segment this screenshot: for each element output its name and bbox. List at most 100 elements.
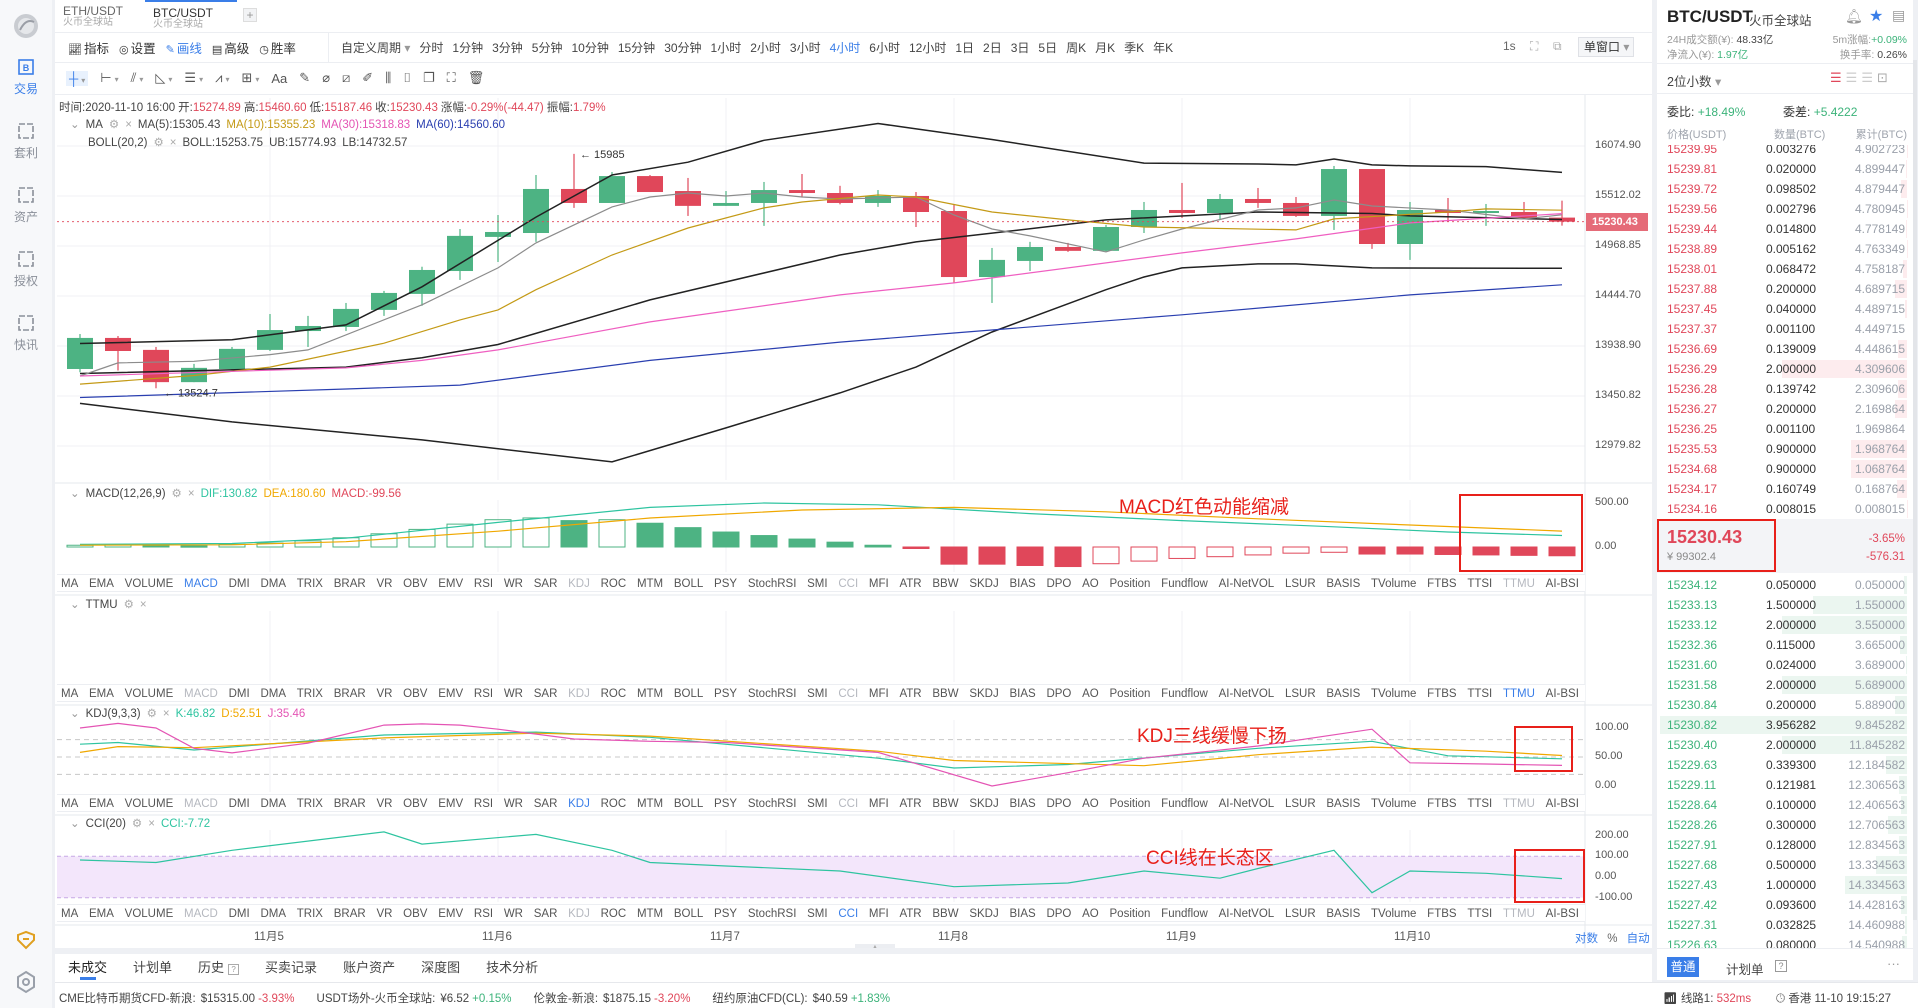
- indicator-option[interactable]: WR: [503, 798, 523, 810]
- book-view-toggles[interactable]: ☰☰☰⊡: [1830, 70, 1892, 86]
- indicator-option[interactable]: MA: [61, 688, 79, 700]
- indicator-option[interactable]: BBW: [932, 578, 959, 590]
- indicator-settings-icon[interactable]: ⚙: [146, 708, 157, 720]
- indicator-option[interactable]: OBV: [403, 578, 428, 590]
- indicator-option[interactable]: BASIS: [1326, 578, 1361, 590]
- indicator-option[interactable]: BASIS: [1326, 908, 1361, 920]
- period-1[interactable]: 1分钟: [452, 41, 484, 55]
- indicator-option[interactable]: MTM: [636, 908, 664, 920]
- sidebar-item-arbitrage[interactable]: 套利: [0, 122, 52, 161]
- period-7[interactable]: 1小时: [710, 41, 742, 55]
- ask-row[interactable]: 15236.69 0.139009 4.448615: [1657, 339, 1913, 359]
- collapse-chevron-icon[interactable]: ⌄: [70, 818, 80, 830]
- indicator-option[interactable]: FTBS: [1427, 908, 1457, 920]
- bid-row[interactable]: 15229.63 0.339300 12.184582: [1657, 755, 1913, 775]
- vip-diamond-icon[interactable]: [15, 930, 37, 950]
- indicator-option[interactable]: Fundflow: [1161, 908, 1208, 920]
- period-18[interactable]: 月K: [1095, 41, 1116, 55]
- collapse-chevron-icon[interactable]: ⌄: [70, 599, 80, 611]
- indicator-option[interactable]: BASIS: [1326, 798, 1361, 810]
- indicator-option[interactable]: DPO: [1046, 688, 1072, 700]
- indicator-option[interactable]: EMA: [89, 688, 114, 700]
- screenshot-icon[interactable]: ⛶: [446, 70, 456, 85]
- period-13[interactable]: 1日: [955, 41, 975, 55]
- ask-row[interactable]: 15239.44 0.014800 4.778149: [1657, 219, 1913, 239]
- triangle-ruler-icon[interactable]: ◺ ▾: [155, 70, 173, 85]
- ask-row[interactable]: 15239.56 0.002796 4.780945: [1657, 199, 1913, 219]
- indicator-option[interactable]: RSI: [473, 578, 494, 590]
- indicator-option[interactable]: TRIX: [296, 578, 323, 590]
- indicator-option[interactable]: EMA: [89, 578, 114, 590]
- custom-period-dropdown[interactable]: 自定义周期 ▾: [341, 41, 411, 55]
- indicator-option[interactable]: PSY: [714, 798, 738, 810]
- indicator-option[interactable]: AO: [1082, 688, 1099, 700]
- sidebar-item-trade[interactable]: B 交易: [0, 58, 52, 97]
- bottom-tab-0[interactable]: 未成交: [68, 960, 108, 975]
- indicator-option[interactable]: CCI: [838, 798, 859, 810]
- indicator-option[interactable]: TVolume: [1371, 688, 1417, 700]
- tool-advanced[interactable]: ▤ 高级: [211, 42, 250, 56]
- indicator-option[interactable]: RSI: [473, 688, 494, 700]
- indicator-option[interactable]: DMA: [260, 578, 287, 590]
- indicator-option[interactable]: VR: [376, 688, 393, 700]
- indicator-option[interactable]: ROC: [600, 688, 627, 700]
- auto-scale-toggle[interactable]: 自动: [1626, 933, 1650, 945]
- indicator-option[interactable]: BOLL: [673, 688, 704, 700]
- percent-toggle[interactable]: %: [1607, 933, 1618, 945]
- order-type-plan[interactable]: 计划单: [1726, 963, 1764, 977]
- log-scale-toggle[interactable]: 对数: [1575, 933, 1598, 945]
- indicator-settings-icon[interactable]: ⚙: [108, 119, 120, 131]
- indicator-option[interactable]: ROC: [600, 908, 627, 920]
- indicator-option[interactable]: VOLUME: [124, 688, 174, 700]
- indicator-option[interactable]: MA: [61, 798, 79, 810]
- indicator-option[interactable]: BRAR: [333, 908, 366, 920]
- indicator-close-icon[interactable]: ×: [187, 488, 195, 500]
- indicator-option[interactable]: MA: [61, 908, 79, 920]
- tool-indicator[interactable]: 📈︎ 指标: [68, 42, 109, 56]
- ask-row[interactable]: 15237.37 0.001100 4.449715: [1657, 319, 1913, 339]
- indicator-option[interactable]: SMI: [807, 578, 828, 590]
- horizontal-ray-icon[interactable]: ⊢ ▾: [100, 70, 119, 85]
- indicator-option[interactable]: BBW: [932, 798, 959, 810]
- indicator-option[interactable]: Position: [1109, 688, 1151, 700]
- period-5[interactable]: 15分钟: [617, 41, 656, 55]
- indicator-option[interactable]: AO: [1082, 798, 1099, 810]
- period-17[interactable]: 周K: [1066, 41, 1087, 55]
- pen-icon[interactable]: ✐: [362, 70, 374, 85]
- collapse-chevron-icon[interactable]: ⌄: [70, 488, 80, 500]
- indicator-option[interactable]: VOLUME: [124, 798, 174, 810]
- ask-row[interactable]: 15239.72 0.098502 4.879447: [1657, 179, 1913, 199]
- indicator-option[interactable]: TTSI: [1467, 908, 1493, 920]
- sidebar-item-assets[interactable]: 资产: [0, 186, 52, 225]
- indicator-option[interactable]: LSUR: [1284, 578, 1316, 590]
- bid-row[interactable]: 15231.58 2.000000 5.689000: [1657, 675, 1913, 695]
- bid-row[interactable]: 15231.60 0.024000 3.689000: [1657, 655, 1913, 675]
- period-20[interactable]: 年K: [1153, 41, 1174, 55]
- decimals-dropdown[interactable]: 2位小数 ▾: [1667, 75, 1722, 89]
- indicator-option[interactable]: KDJ: [568, 798, 590, 810]
- ask-row[interactable]: 15238.01 0.068472 4.758187: [1657, 259, 1913, 279]
- indicator-option[interactable]: CCI: [838, 578, 859, 590]
- window-mode-dropdown[interactable]: 单窗口 ▾: [1578, 37, 1634, 57]
- indicator-option[interactable]: CCI: [838, 688, 859, 700]
- indicator-option[interactable]: StochRSI: [747, 908, 797, 920]
- indicator-option[interactable]: PSY: [714, 688, 738, 700]
- period-15[interactable]: 3日: [1010, 41, 1030, 55]
- period-6[interactable]: 30分钟: [664, 41, 702, 55]
- ask-row[interactable]: 15234.17 0.160749 0.168764: [1657, 479, 1913, 499]
- indicator-option[interactable]: SMI: [807, 688, 828, 700]
- indicator-option[interactable]: DMA: [260, 908, 287, 920]
- indicator-option[interactable]: Position: [1109, 798, 1151, 810]
- indicator-option[interactable]: TVolume: [1371, 578, 1417, 590]
- sidebar-item-news[interactable]: 快讯: [0, 314, 52, 353]
- indicator-option[interactable]: VOLUME: [124, 908, 174, 920]
- indicator-option[interactable]: WR: [503, 578, 523, 590]
- indicator-option[interactable]: MFI: [868, 908, 889, 920]
- ticker-item[interactable]: 伦敦金-新浪: $1875.15 -3.20%: [533, 993, 691, 1005]
- indicator-option[interactable]: OBV: [403, 798, 428, 810]
- brush-icon[interactable]: ✎: [299, 70, 311, 85]
- bid-row[interactable]: 15232.36 0.115000 3.665000: [1657, 635, 1913, 655]
- period-3[interactable]: 5分钟: [531, 41, 563, 55]
- detail-icon[interactable]: ▤: [1892, 7, 1906, 23]
